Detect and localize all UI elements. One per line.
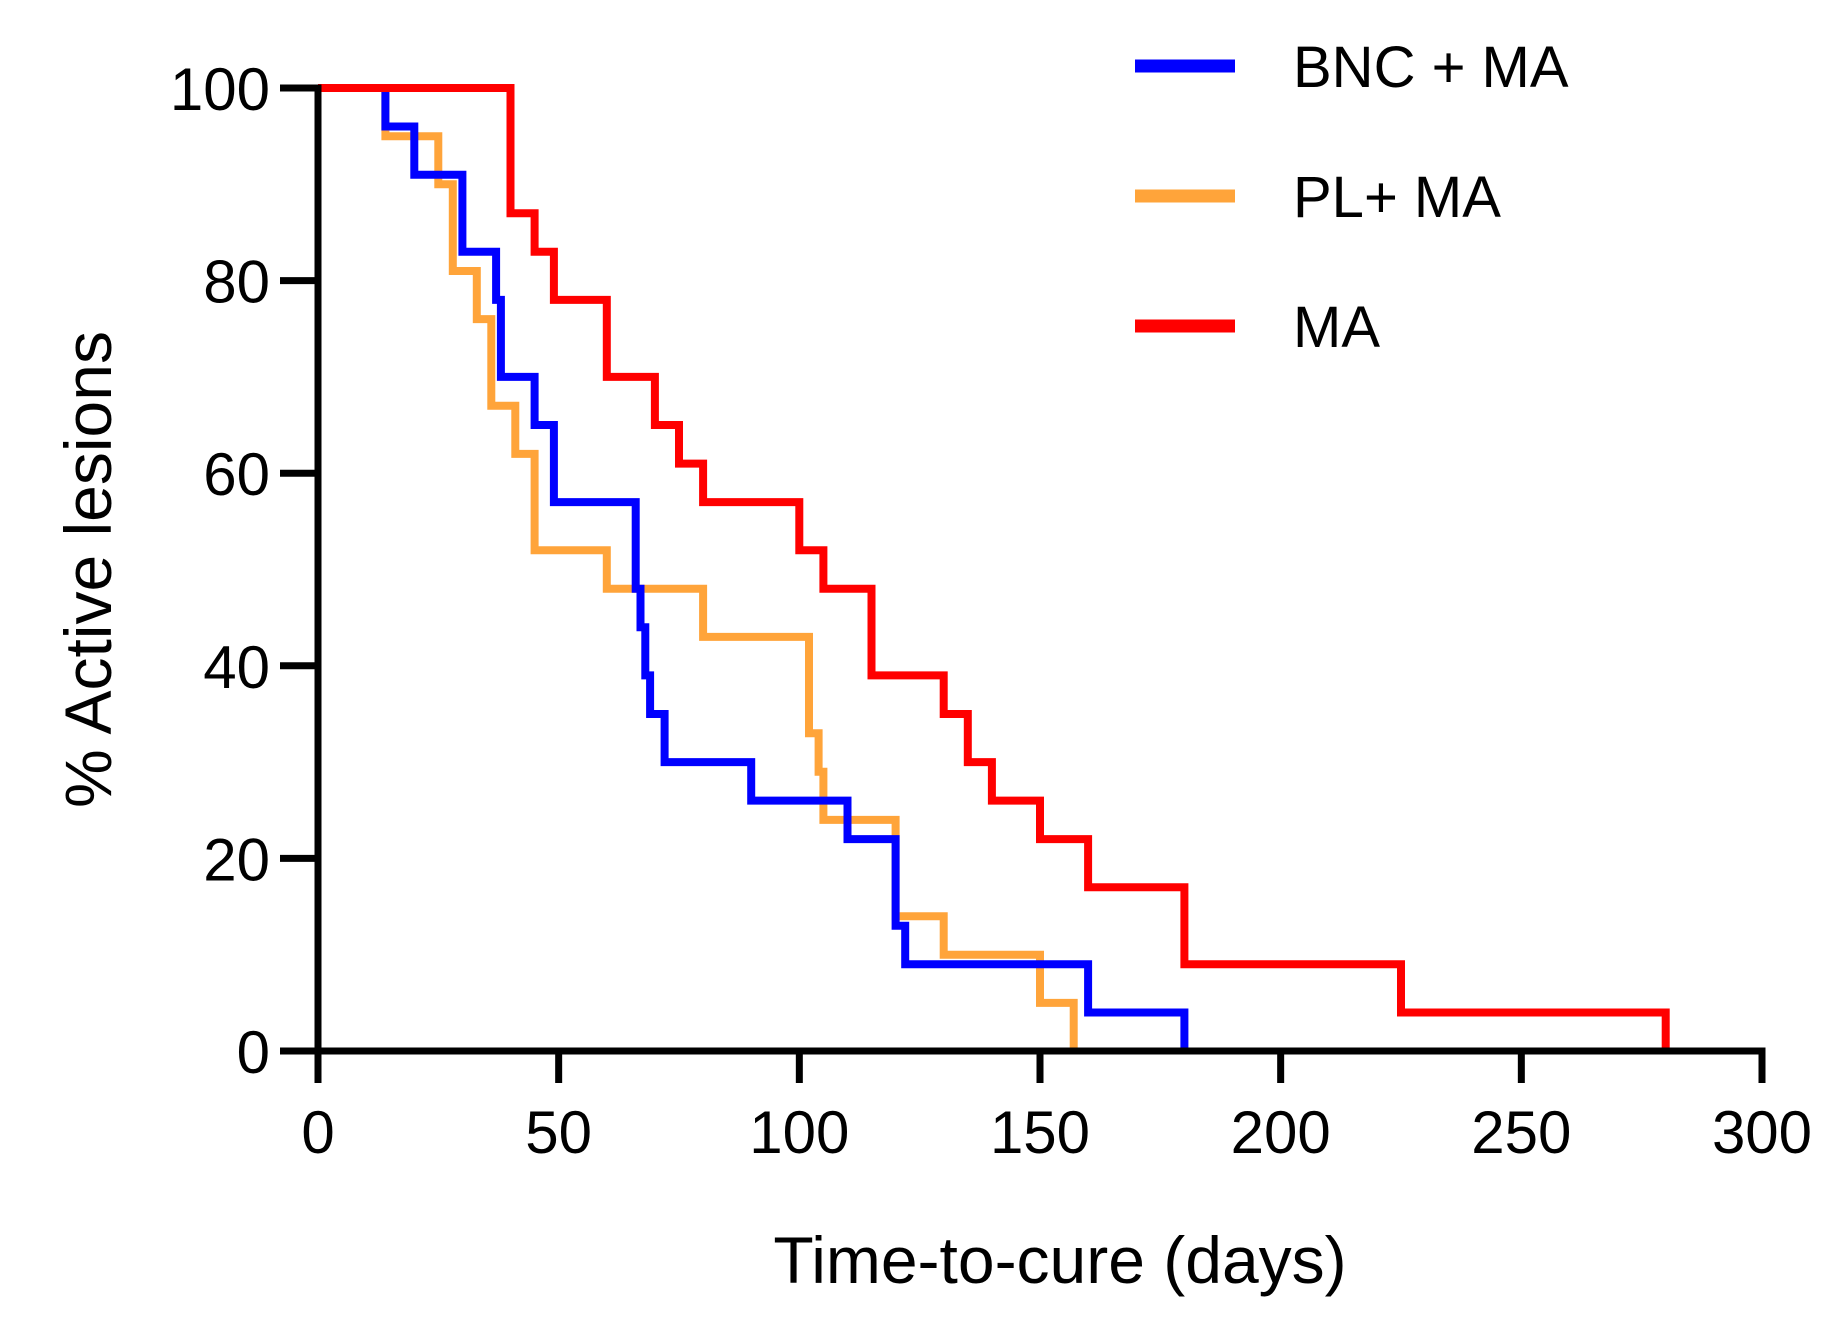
x-tick-label: 200 xyxy=(1231,1099,1331,1166)
legend-label: PL+ MA xyxy=(1293,165,1501,230)
series-layer xyxy=(318,84,1670,1051)
legend-label: MA xyxy=(1293,295,1380,360)
legend-label: BNC + MA xyxy=(1293,35,1569,100)
y-tick-label: 100 xyxy=(170,56,270,123)
x-tick-label: 0 xyxy=(301,1099,334,1166)
y-tick-label: 0 xyxy=(237,1019,270,1086)
y-tick-label: 40 xyxy=(203,634,270,701)
legend: BNC + MA PL+ MA MA xyxy=(1135,35,1569,360)
y-ticks: 0 20 40 60 80 100 xyxy=(170,56,318,1086)
y-tick-label: 60 xyxy=(203,441,270,508)
series-line-bnc-ma xyxy=(318,84,1189,1051)
series-line-pl-ma xyxy=(318,84,1078,1051)
x-tick-label: 50 xyxy=(525,1099,592,1166)
x-tick-label: 300 xyxy=(1712,1099,1812,1166)
series-line-ma xyxy=(318,84,1670,1051)
x-axis-title: Time-to-cure (days) xyxy=(773,1223,1346,1297)
x-tick-label: 100 xyxy=(749,1099,849,1166)
y-axis-title: % Active lesions xyxy=(51,331,125,808)
y-tick-label: 80 xyxy=(203,249,270,316)
x-tick-label: 150 xyxy=(990,1099,1090,1166)
x-ticks: 0 50 100 150 200 250 300 xyxy=(301,1051,1812,1166)
x-tick-label: 250 xyxy=(1471,1099,1571,1166)
y-tick-label: 20 xyxy=(203,826,270,893)
